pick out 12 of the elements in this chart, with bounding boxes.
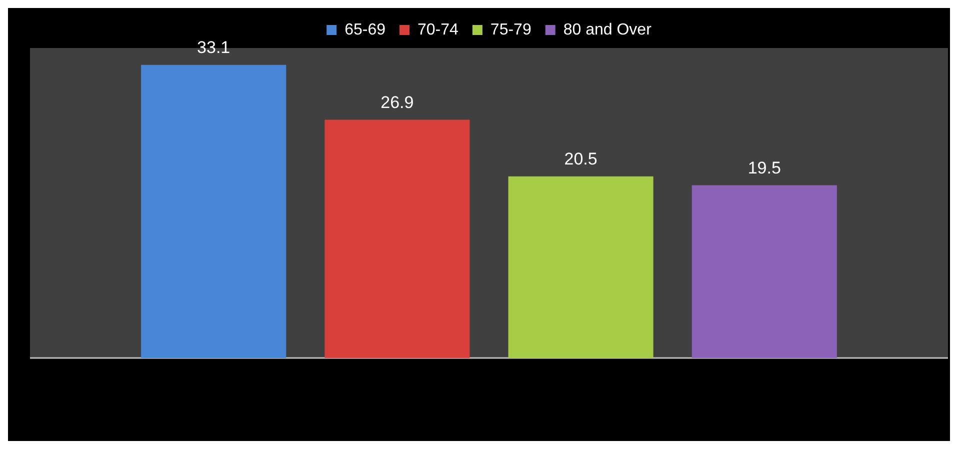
legend-label: 70-74 <box>418 21 459 38</box>
data-label: 26.9 <box>380 92 414 112</box>
bar <box>692 185 837 358</box>
data-label: 33.1 <box>197 38 230 58</box>
data-label: 20.5 <box>564 150 598 169</box>
bar <box>508 176 654 358</box>
bar <box>324 120 470 358</box>
legend-label: 65-69 <box>344 21 386 38</box>
legend-label: 80 and Over <box>563 21 652 38</box>
bar <box>141 64 286 358</box>
data-label: 19.5 <box>748 158 781 178</box>
legend-label: 75-79 <box>490 21 532 38</box>
